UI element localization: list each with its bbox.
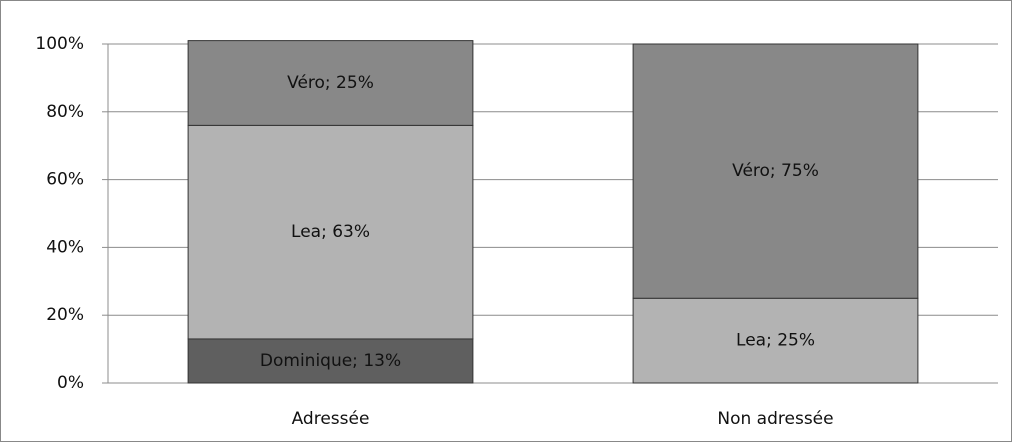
y-tick-label: 60%: [46, 170, 84, 190]
y-tick-label: 20%: [46, 305, 84, 325]
data-label: Véro; 75%: [732, 161, 819, 181]
bar-segment: [187, 40, 474, 126]
x-tick-label: Adressée: [292, 409, 370, 429]
data-label: Dominique; 13%: [260, 351, 401, 371]
bar-segment: [632, 43, 919, 299]
bar-segment: [632, 297, 919, 384]
bar-segment: [187, 124, 474, 340]
bar-segment: [187, 338, 474, 384]
data-label: Véro; 25%: [287, 73, 374, 93]
y-tick-label: 100%: [35, 34, 84, 54]
data-label: Lea; 25%: [736, 331, 815, 351]
y-tick-label: 0%: [57, 373, 84, 393]
y-tick-label: 40%: [46, 237, 84, 257]
y-tick-label: 80%: [46, 102, 84, 122]
data-label: Lea; 63%: [291, 222, 370, 242]
x-tick-label: Non adressée: [717, 409, 833, 429]
